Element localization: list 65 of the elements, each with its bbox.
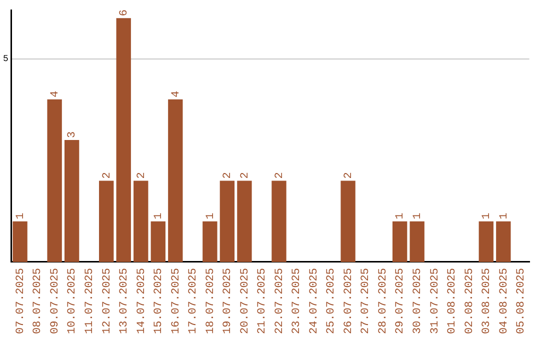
data-label: 1: [204, 212, 217, 220]
x-tick-label: 08.07.2025: [32, 268, 44, 334]
bar: [168, 99, 183, 262]
x-tick-label: 31.07.2025: [429, 268, 442, 334]
data-label: 3: [66, 131, 79, 138]
data-label: 1: [412, 212, 424, 220]
bar: [12, 221, 28, 262]
data-label: 2: [342, 172, 355, 179]
x-tick-label: 04.08.2025: [498, 268, 510, 334]
bar: [202, 221, 218, 262]
bar: [272, 180, 286, 262]
x-tick-label: 09.07.2025: [49, 268, 62, 334]
bar: [237, 180, 252, 262]
y-tick-label: 5: [2, 54, 8, 64]
x-tick-label: 16.07.2025: [170, 268, 182, 334]
bar: [47, 99, 62, 262]
x-tick-label: 15.07.2025: [153, 268, 166, 334]
bar: [478, 221, 494, 262]
data-label: 1: [153, 212, 166, 220]
data-label: 6: [118, 10, 131, 16]
x-tick-label: 01.08.2025: [446, 268, 459, 334]
x-tick-label: 25.07.2025: [326, 268, 338, 334]
x-tick-label: 19.07.2025: [222, 268, 234, 334]
x-tick-label: 20.07.2025: [239, 268, 252, 334]
x-tick-label: 18.07.2025: [204, 268, 217, 334]
bar: [220, 180, 235, 262]
data-label: 4: [170, 90, 182, 98]
bar: [150, 221, 166, 262]
x-tick-label: 14.07.2025: [136, 268, 148, 334]
bar: [64, 140, 80, 262]
data-label: 1: [394, 212, 407, 220]
data-label: 2: [222, 172, 234, 179]
bar: [99, 180, 114, 262]
x-tick-label: 21.07.2025: [256, 268, 269, 334]
x-tick-label: 05.08.2025: [516, 268, 528, 334]
data-label: 1: [481, 212, 494, 220]
x-tick-label: 12.07.2025: [101, 268, 114, 334]
x-tick-label: 27.07.2025: [360, 268, 372, 334]
x-tick-label: 28.07.2025: [377, 268, 390, 334]
x-tick-label: 26.07.2025: [342, 268, 355, 334]
x-tick-label: 03.08.2025: [481, 268, 494, 334]
data-label: 2: [274, 172, 286, 179]
x-tick-label: 30.07.2025: [412, 268, 424, 334]
x-tick-label: 17.07.2025: [188, 268, 200, 334]
x-tick-label: 10.07.2025: [66, 268, 79, 334]
x-tick-label: 22.07.2025: [274, 268, 286, 334]
x-tick-label: 23.07.2025: [291, 268, 304, 334]
data-label: 1: [14, 212, 27, 220]
data-label: 2: [136, 172, 148, 179]
data-label: 2: [101, 172, 114, 179]
bar: [496, 221, 511, 262]
x-tick-label: 24.07.2025: [308, 268, 320, 334]
x-tick-label: 29.07.2025: [394, 268, 407, 334]
data-label: 2: [239, 172, 252, 179]
bar: [410, 221, 424, 262]
data-label: 4: [49, 90, 62, 98]
x-tick-label: 13.07.2025: [118, 268, 131, 334]
bar: [134, 180, 148, 262]
bar: [116, 18, 131, 262]
x-tick-label: 11.07.2025: [84, 268, 96, 334]
x-tick-label: 02.08.2025: [464, 268, 476, 334]
data-label: 1: [498, 212, 510, 220]
x-tick-label: 07.07.2025: [14, 268, 27, 334]
bar: [340, 180, 356, 262]
bar: [392, 221, 408, 262]
